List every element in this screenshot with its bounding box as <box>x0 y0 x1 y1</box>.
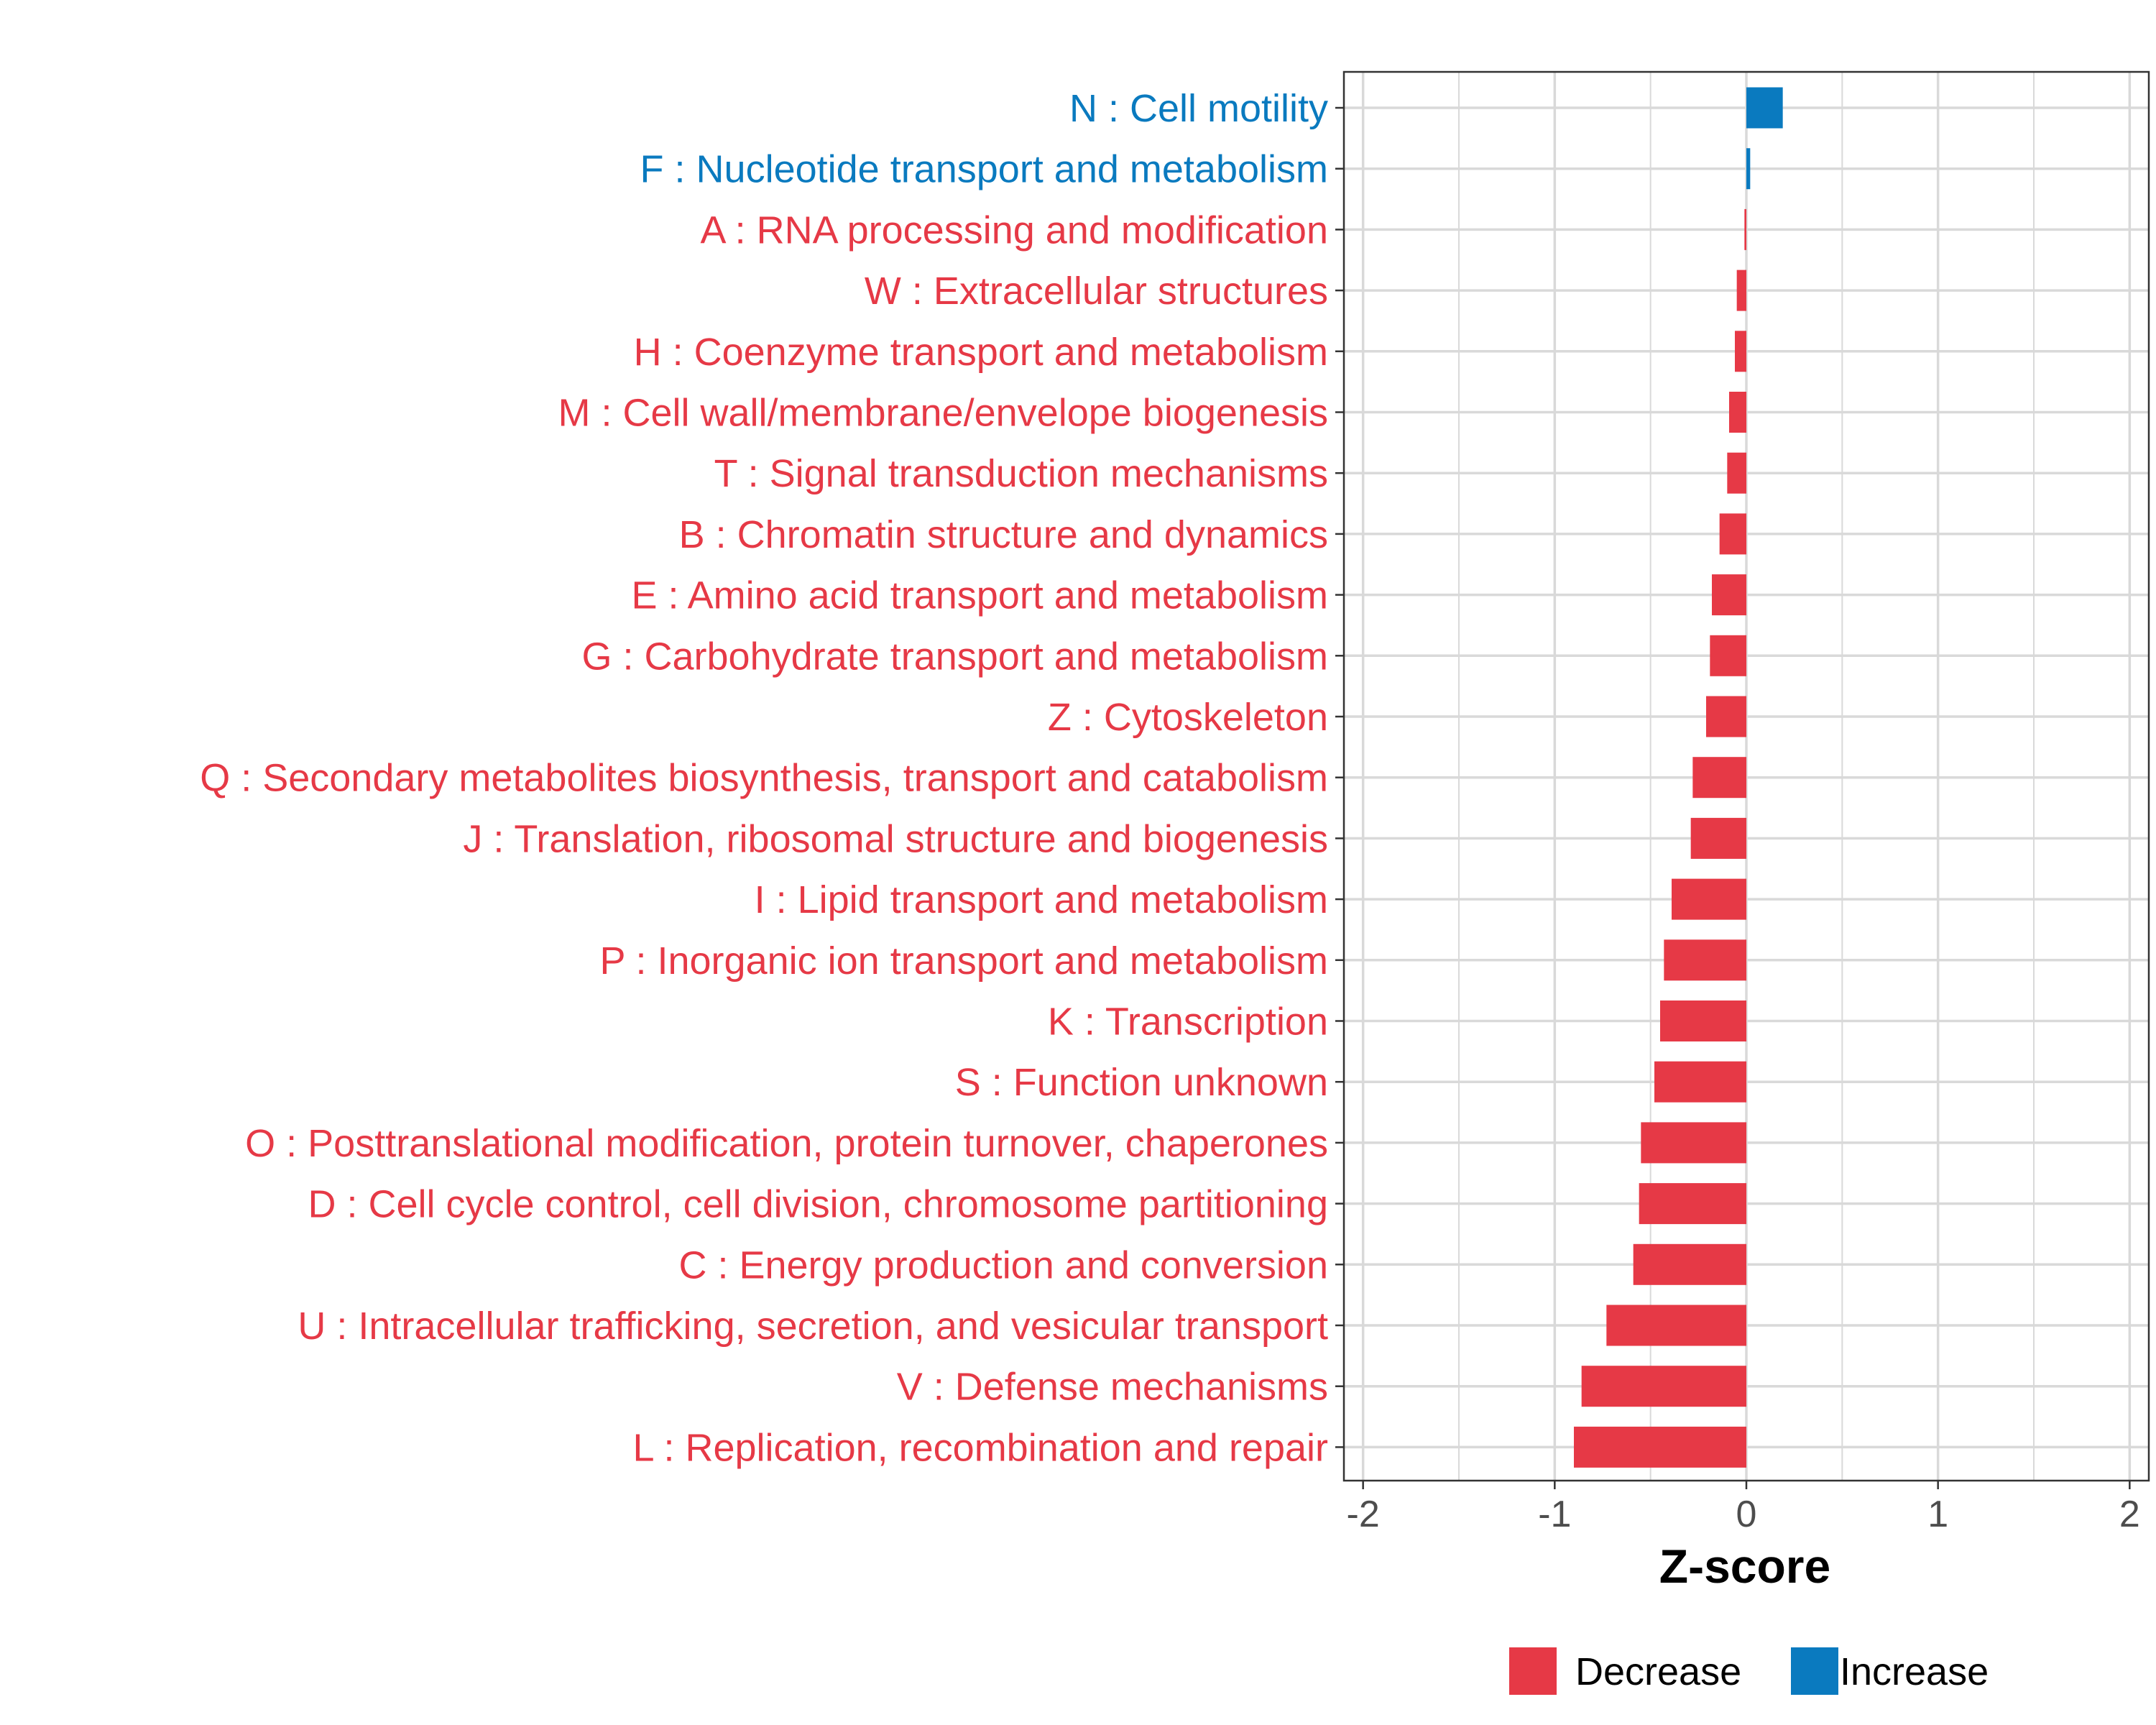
category-label: G : Carbohydrate transport and metabolis… <box>582 635 1329 678</box>
category-label: Z : Cytoskeleton <box>1048 696 1328 739</box>
y-axis-ticks <box>1335 106 1344 1448</box>
bar <box>1641 1122 1746 1164</box>
bar <box>1692 757 1746 799</box>
x-axis-ticks <box>1362 1481 2131 1489</box>
category-label: L : Replication, recombination and repai… <box>632 1426 1328 1469</box>
bars <box>1574 87 1783 1468</box>
bar <box>1574 1426 1746 1468</box>
legend-key-increase <box>1791 1647 1838 1695</box>
category-label: N : Cell motility <box>1069 87 1328 130</box>
x-tick-label: 0 <box>1736 1494 1757 1535</box>
bar <box>1746 87 1783 129</box>
bar <box>1660 1000 1746 1041</box>
category-label: I : Lipid transport and metabolism <box>755 878 1328 921</box>
category-label: T : Signal transduction mechanisms <box>714 452 1328 495</box>
bar <box>1606 1305 1746 1346</box>
legend-label-increase: Increase <box>1840 1650 1989 1693</box>
category-label: S : Function unknown <box>955 1061 1328 1104</box>
category-label: B : Chromatin structure and dynamics <box>679 513 1328 556</box>
bar <box>1639 1183 1746 1225</box>
category-label: J : Translation, ribosomal structure and… <box>463 817 1328 860</box>
x-tick-label: 2 <box>2119 1494 2140 1535</box>
bar <box>1690 817 1746 859</box>
x-tick-label: -1 <box>1538 1494 1571 1535</box>
category-label: W : Extracellular structures <box>865 270 1328 313</box>
category-label: D : Cell cycle control, cell division, c… <box>308 1183 1328 1226</box>
category-label: K : Transcription <box>1048 1000 1328 1044</box>
category-label: O : Posttranslational modification, prot… <box>245 1122 1328 1165</box>
category-label: H : Coenzyme transport and metabolism <box>634 331 1328 374</box>
y-axis-labels: N : Cell motility F : Nucleotide transpor… <box>200 87 1328 1469</box>
category-label: V : Defense mechanisms <box>897 1366 1328 1409</box>
bar <box>1746 148 1751 190</box>
x-axis-title: Z-score <box>1659 1540 1830 1593</box>
category-label: M : Cell wall/membrane/envelope biogenes… <box>558 392 1328 435</box>
category-label: Q : Secondary metabolites biosynthesis, … <box>200 757 1328 800</box>
legend-key-decrease <box>1509 1647 1557 1695</box>
bar <box>1736 270 1746 311</box>
legend: Decrease Increase <box>1509 1647 1989 1695</box>
bar <box>1581 1366 1746 1407</box>
bar <box>1727 452 1746 494</box>
bar <box>1744 208 1746 250</box>
category-label: F : Nucleotide transport and metabolism <box>640 148 1328 191</box>
bar <box>1654 1061 1746 1103</box>
bar <box>1712 574 1746 616</box>
category-label: C : Energy production and conversion <box>678 1243 1328 1287</box>
category-label: A : RNA processing and modification <box>701 208 1328 252</box>
x-tick-label: 1 <box>1927 1494 1948 1535</box>
x-tick-label: -2 <box>1347 1494 1380 1535</box>
category-label: E : Amino acid transport and metabolism <box>632 574 1328 617</box>
bar <box>1729 392 1746 433</box>
category-label: U : Intracellular trafficking, secretion… <box>298 1305 1328 1348</box>
bar <box>1719 513 1746 555</box>
legend-label-decrease: Decrease <box>1575 1650 1741 1693</box>
bar <box>1710 635 1746 676</box>
bar <box>1735 331 1746 372</box>
bar <box>1664 939 1746 981</box>
bar <box>1672 878 1746 920</box>
x-axis-labels: -2 -1 0 1 2 <box>1347 1494 2140 1535</box>
bar <box>1633 1243 1746 1285</box>
category-label: P : Inorganic ion transport and metaboli… <box>599 939 1328 983</box>
bar <box>1706 696 1746 737</box>
